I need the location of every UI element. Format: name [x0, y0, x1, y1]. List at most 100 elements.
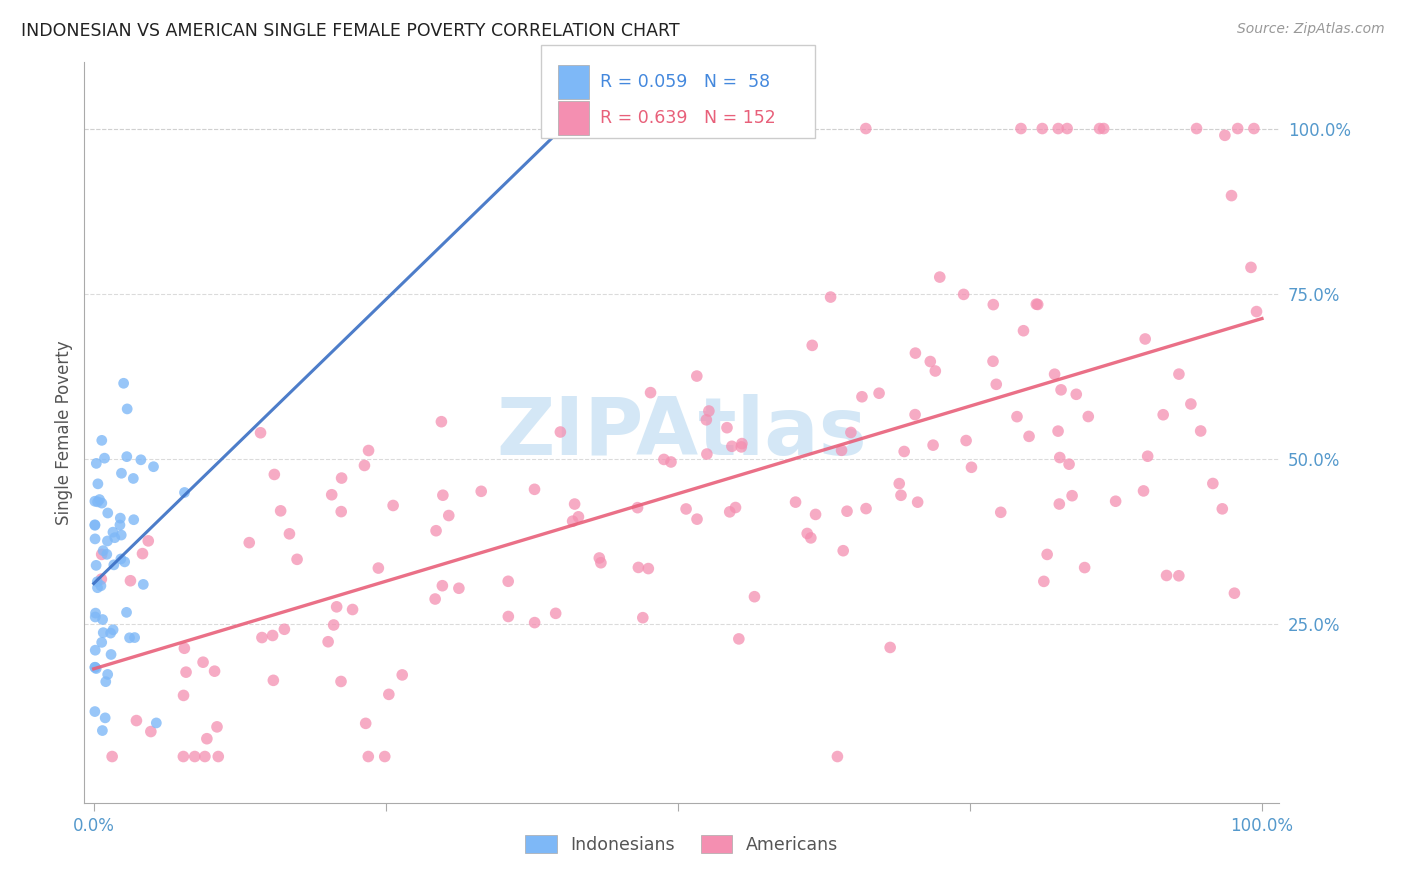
Point	[136, 533, 159, 548]
Point	[97, 506, 120, 520]
Point	[84, 532, 107, 546]
Point	[831, 443, 853, 458]
Point	[470, 484, 492, 499]
Point	[904, 408, 927, 422]
Point	[1032, 574, 1054, 589]
Point	[1167, 568, 1189, 582]
Point	[330, 674, 353, 689]
Point	[132, 577, 155, 591]
Point	[83, 660, 105, 674]
Point	[124, 631, 146, 645]
Point	[122, 471, 145, 485]
Point	[437, 508, 460, 523]
Point	[835, 504, 858, 518]
Point	[238, 535, 260, 549]
Point	[84, 606, 107, 620]
Point	[981, 298, 1004, 312]
Point	[1092, 121, 1115, 136]
Point	[695, 413, 717, 427]
Point	[125, 714, 148, 728]
Point	[325, 599, 347, 614]
Point	[1246, 304, 1268, 318]
Point	[316, 634, 339, 648]
Point	[1226, 121, 1249, 136]
Point	[1026, 297, 1049, 311]
Point	[142, 459, 165, 474]
Text: ZIPAtlas: ZIPAtlas	[496, 393, 868, 472]
Point	[1202, 476, 1225, 491]
Point	[1156, 568, 1178, 582]
Point	[145, 715, 167, 730]
Point	[104, 531, 127, 545]
Point	[84, 610, 107, 624]
Point	[83, 494, 105, 508]
Point	[716, 420, 738, 434]
Text: R = 0.639   N = 152: R = 0.639 N = 152	[600, 109, 776, 127]
Point	[523, 483, 546, 497]
Point	[90, 434, 112, 448]
Y-axis label: Single Female Poverty: Single Female Poverty	[55, 341, 73, 524]
Point	[1005, 409, 1028, 424]
Point	[87, 476, 110, 491]
Point	[374, 749, 396, 764]
Point	[90, 579, 112, 593]
Point	[1152, 408, 1174, 422]
Point	[730, 440, 752, 454]
Point	[498, 609, 520, 624]
Point	[1185, 121, 1208, 136]
Point	[637, 561, 659, 575]
Point	[391, 668, 413, 682]
Point	[904, 346, 927, 360]
Point	[1220, 188, 1243, 202]
Point	[652, 452, 675, 467]
Point	[122, 513, 145, 527]
Point	[986, 377, 1008, 392]
Point	[382, 499, 405, 513]
Point	[90, 548, 112, 562]
Point	[851, 390, 873, 404]
Point	[1133, 332, 1156, 346]
Point	[86, 581, 108, 595]
Point	[321, 488, 343, 502]
Point	[90, 572, 112, 586]
Point	[496, 574, 519, 589]
Point	[174, 665, 197, 680]
Point	[1047, 424, 1070, 438]
Point	[423, 592, 446, 607]
Point	[285, 552, 308, 566]
Point	[675, 502, 697, 516]
Point	[84, 558, 107, 573]
Point	[330, 505, 353, 519]
Point	[1211, 501, 1233, 516]
Point	[172, 749, 194, 764]
Point	[93, 451, 115, 466]
Point	[96, 533, 118, 548]
Point	[367, 561, 389, 575]
Point	[191, 655, 214, 669]
Point	[567, 509, 589, 524]
Point	[804, 508, 827, 522]
Point	[273, 622, 295, 636]
Point	[696, 447, 718, 461]
Point	[249, 425, 271, 440]
Point	[924, 364, 946, 378]
Point	[263, 467, 285, 482]
Point	[139, 724, 162, 739]
Point	[205, 720, 228, 734]
Point	[564, 497, 586, 511]
Point	[84, 643, 107, 657]
Point	[250, 631, 273, 645]
Point	[1088, 121, 1111, 136]
Point	[115, 450, 138, 464]
Point	[561, 514, 583, 528]
Point	[827, 749, 849, 764]
Point	[322, 618, 344, 632]
Point	[1062, 489, 1084, 503]
Point	[101, 749, 124, 764]
Point	[1136, 449, 1159, 463]
Point	[194, 749, 217, 764]
Point	[659, 455, 682, 469]
Point	[447, 581, 470, 595]
Point	[721, 439, 744, 453]
Point	[110, 511, 132, 525]
